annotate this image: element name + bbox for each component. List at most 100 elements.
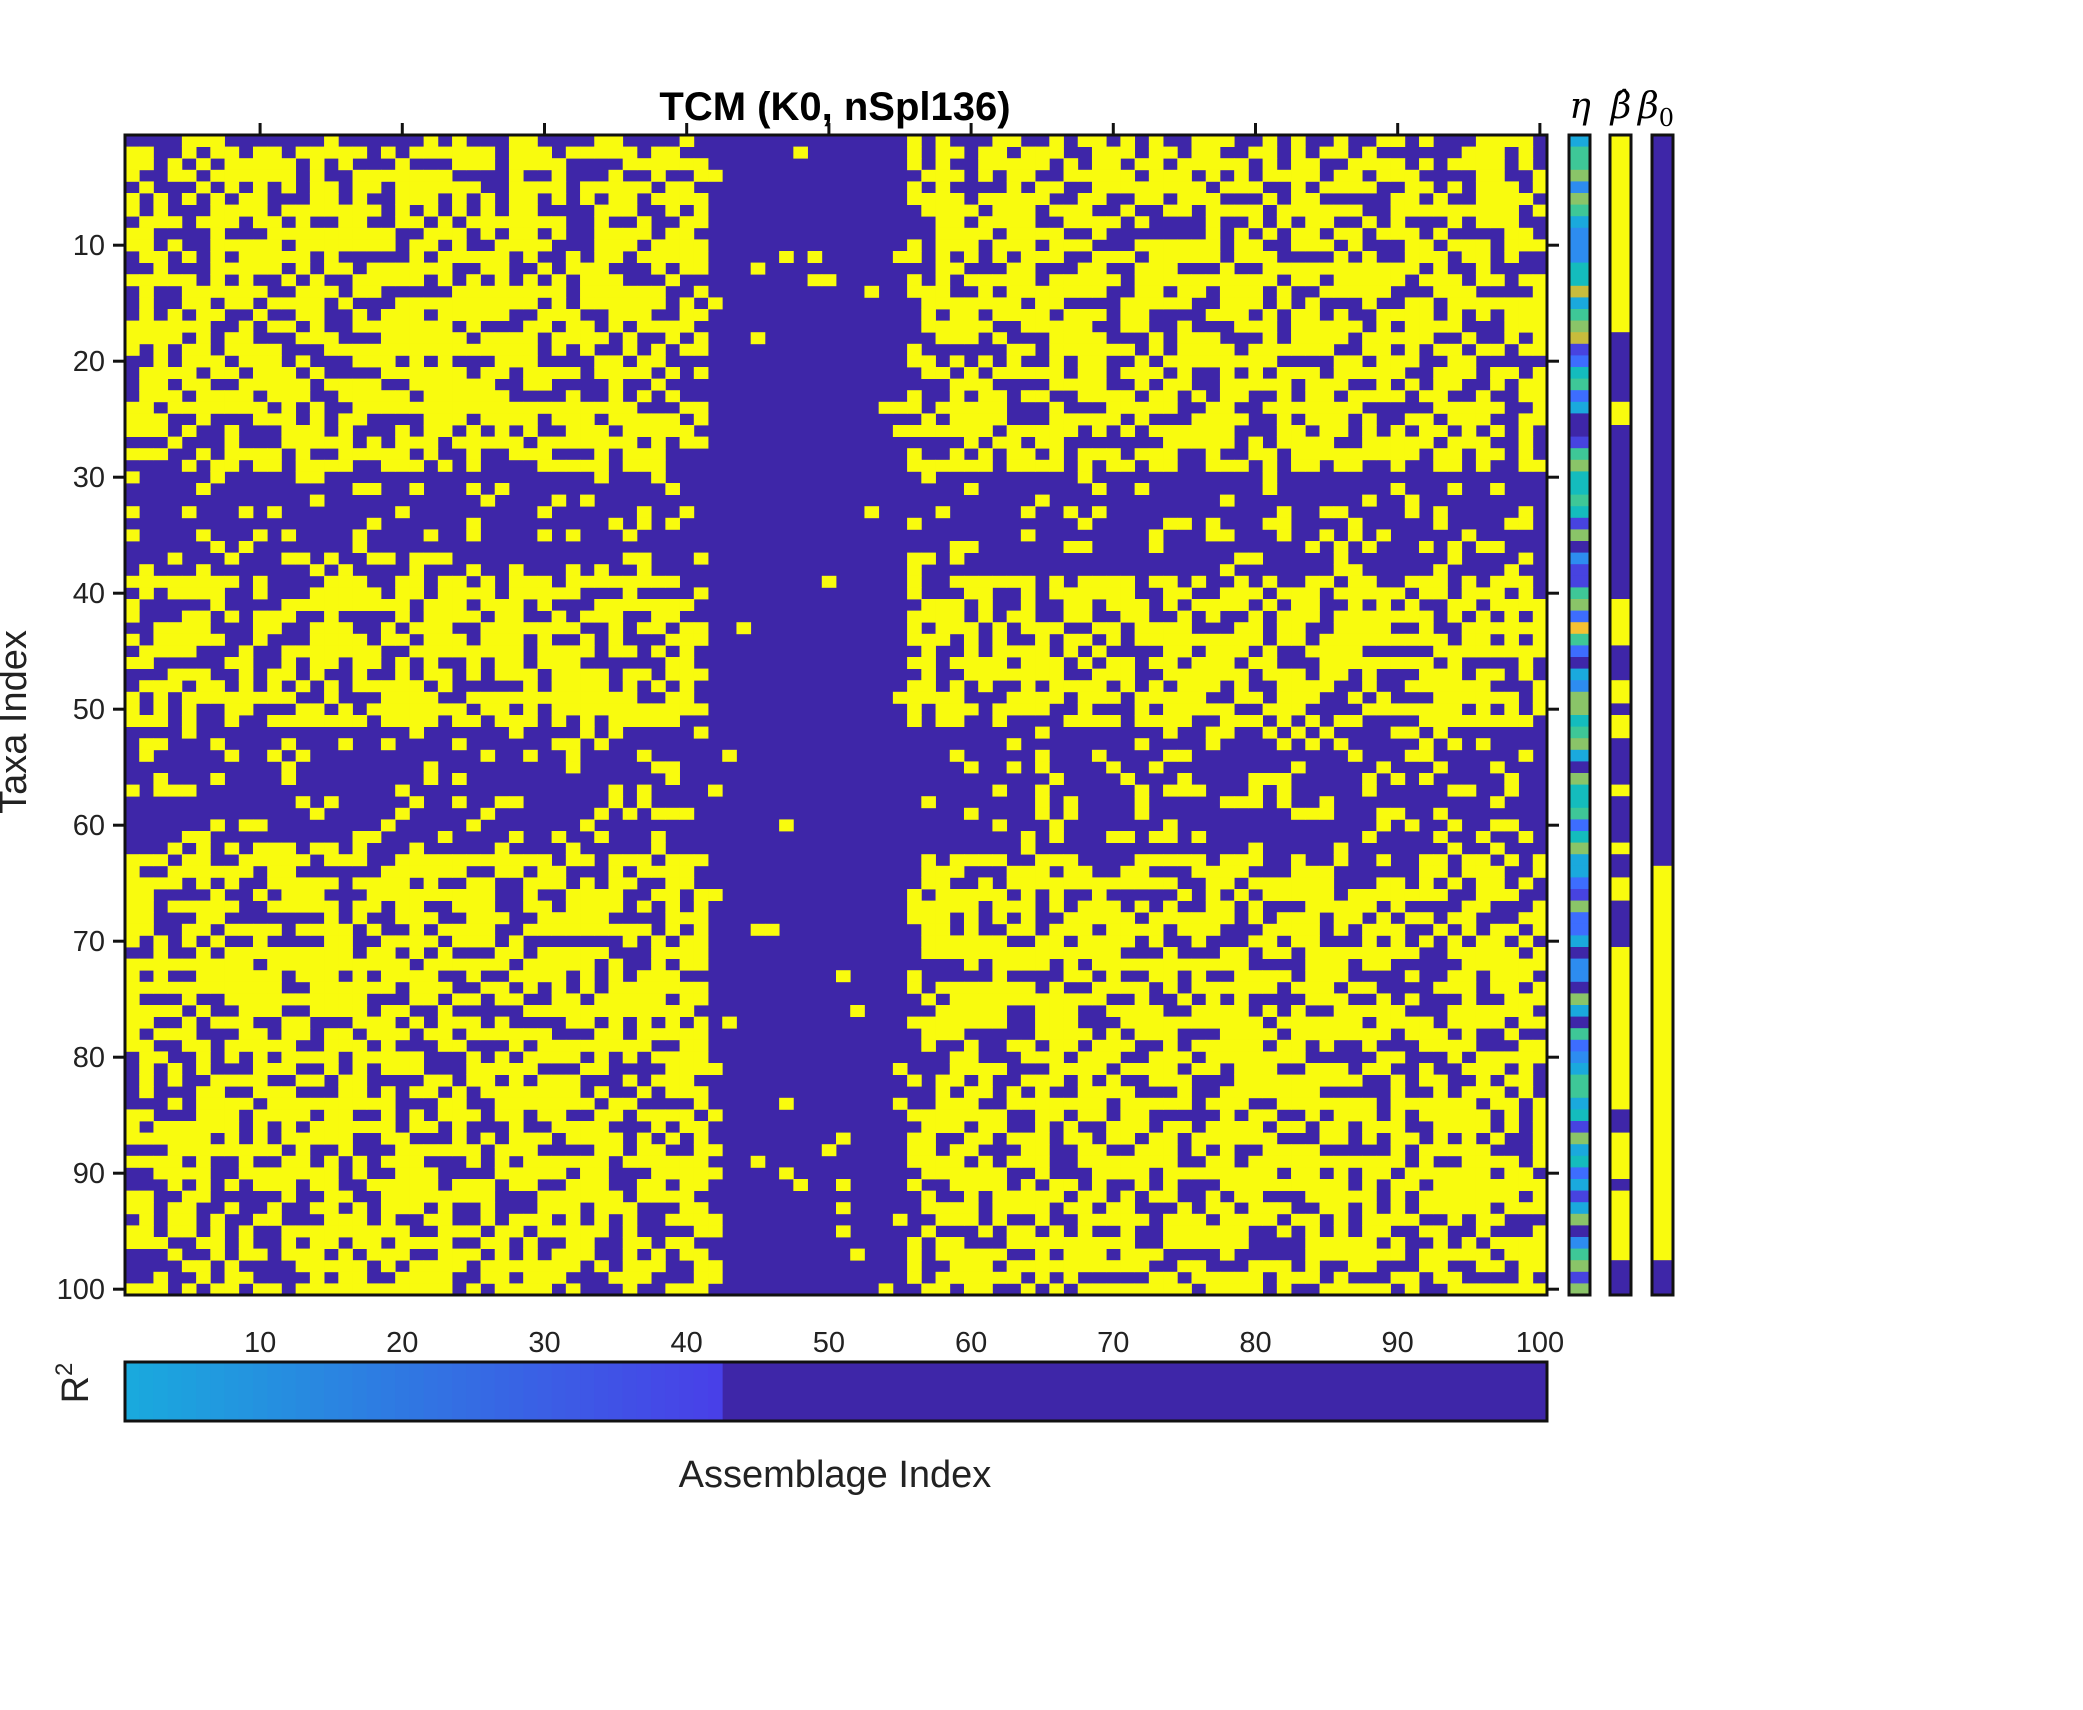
matrix-cell (1319, 413, 1335, 426)
matrix-cell (1333, 668, 1349, 681)
matrix-cell (295, 436, 311, 449)
matrix-cell (907, 1074, 922, 1087)
matrix-cell (1390, 1213, 1406, 1226)
eta-cell (1569, 413, 1590, 426)
matrix-cell (1305, 680, 1320, 693)
matrix-cell (494, 216, 510, 229)
matrix-cell (1077, 332, 1093, 345)
matrix-cell (580, 575, 595, 588)
matrix-cell (1120, 610, 1136, 623)
matrix-cell (1504, 715, 1519, 727)
matrix-cell (523, 181, 538, 194)
matrix-cell (1376, 633, 1391, 646)
matrix-cell (1376, 807, 1391, 820)
matrix-cell (1461, 715, 1477, 727)
matrix-cell (1475, 622, 1491, 635)
matrix-cell (551, 622, 567, 635)
matrix-cell (1191, 181, 1207, 194)
matrix-cell (1020, 1097, 1036, 1110)
matrix-cell (352, 413, 368, 426)
matrix-cell (309, 1225, 325, 1238)
matrix-cell (1347, 367, 1363, 379)
matrix-cell (1077, 923, 1093, 936)
matrix-cell (452, 1086, 467, 1099)
matrix-cell (1419, 135, 1434, 147)
matrix-cell (665, 517, 680, 530)
matrix-cell (252, 193, 268, 205)
matrix-cell (1461, 425, 1477, 437)
matrix-cell (466, 390, 481, 403)
matrix-cell (1347, 355, 1363, 368)
matrix-cell (1475, 645, 1491, 658)
matrix-cell (1219, 459, 1235, 472)
matrix-cell (480, 390, 496, 403)
matrix-cell (366, 947, 382, 959)
matrix-cell (352, 239, 368, 252)
eta-cell (1569, 158, 1590, 171)
matrix-cell (395, 332, 410, 345)
matrix-cell (523, 749, 538, 762)
matrix-cell (679, 181, 695, 194)
matrix-cell (1333, 541, 1349, 553)
eta-cell (1569, 680, 1590, 693)
matrix-cell (338, 854, 353, 867)
matrix-cell (1134, 320, 1150, 333)
matrix-cell (1305, 610, 1320, 623)
matrix-cell (480, 1074, 496, 1087)
matrix-cell (1347, 691, 1363, 704)
matrix-cell (1049, 947, 1064, 959)
matrix-cell (1234, 1086, 1249, 1099)
matrix-cell (907, 1271, 922, 1284)
matrix-cell (1035, 459, 1050, 472)
matrix-cell (693, 1086, 709, 1099)
matrix-cell (466, 715, 481, 727)
matrix-cell (1291, 436, 1306, 449)
matrix-cell (665, 1237, 680, 1249)
matrix-cell (1276, 390, 1292, 403)
matrix-cell (338, 1121, 353, 1133)
matrix-cell (409, 436, 425, 449)
matrix-cell (693, 622, 709, 635)
matrix-cell (423, 181, 439, 194)
matrix-cell (252, 158, 268, 171)
matrix-cell (523, 1028, 538, 1041)
matrix-cell (1433, 1271, 1448, 1284)
matrix-cell (309, 947, 325, 959)
matrix-cell (580, 494, 595, 507)
matrix-cell (281, 204, 297, 217)
matrix-cell (1191, 1167, 1207, 1180)
beta-hat-label: β̂ (1609, 86, 1632, 127)
matrix-cell (963, 935, 979, 948)
matrix-cell (380, 343, 396, 356)
matrix-cell (1049, 657, 1064, 669)
matrix-cell (295, 599, 311, 611)
matrix-cell (679, 1237, 695, 1249)
matrix-cell (963, 204, 979, 217)
matrix-cell (1276, 715, 1292, 727)
matrix-cell (1404, 1097, 1420, 1110)
r2-cell (167, 1362, 183, 1421)
matrix-cell (1006, 691, 1022, 704)
matrix-cell (167, 552, 183, 565)
matrix-cell (1035, 1016, 1050, 1029)
matrix-cell (480, 1237, 496, 1249)
matrix-cell (978, 575, 993, 588)
matrix-cell (708, 889, 723, 901)
matrix-cell (651, 889, 666, 901)
matrix-cell (580, 680, 595, 693)
matrix-cell (1191, 146, 1207, 159)
matrix-cell (1390, 610, 1406, 623)
matrix-cell (324, 552, 339, 565)
matrix-cell (1205, 529, 1221, 542)
matrix-cell (466, 251, 481, 263)
matrix-cell (309, 1237, 325, 1249)
matrix-cell (1390, 1121, 1406, 1133)
matrix-cell (608, 1202, 624, 1215)
matrix-cell (1447, 668, 1463, 681)
matrix-cell (1234, 680, 1249, 693)
matrix-cell (1248, 622, 1263, 635)
matrix-cell (1419, 239, 1434, 252)
r2-cell (395, 1362, 410, 1421)
matrix-cell (949, 1248, 965, 1261)
matrix-cell (963, 587, 979, 600)
